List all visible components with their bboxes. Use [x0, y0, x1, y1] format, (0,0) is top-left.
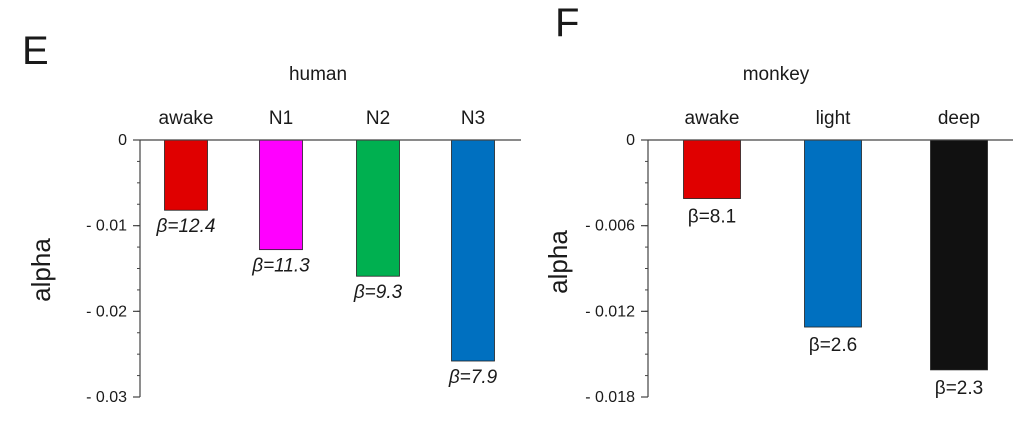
y-tick-label: - 0.006 — [585, 218, 635, 235]
category-label: N3 — [461, 108, 485, 129]
bar-N3 — [451, 139, 495, 362]
category-label: awake — [159, 108, 214, 129]
bar-N2 — [356, 139, 400, 277]
beta-annotation: β=7.9 — [448, 367, 498, 388]
y-tick-label: - 0.03 — [86, 389, 127, 406]
beta-annotation: β=8.1 — [688, 207, 736, 228]
y-axis-label: alpha — [26, 238, 56, 302]
y-tick-label: - 0.01 — [86, 218, 127, 235]
panel-letter: F — [555, 1, 579, 45]
category-label: N1 — [269, 108, 293, 129]
beta-annotation: β=9.3 — [353, 282, 403, 303]
chart-title: human — [289, 64, 347, 85]
y-tick-label: - 0.018 — [585, 389, 635, 406]
y-tick-label: - 0.02 — [86, 303, 127, 320]
bar-N1 — [259, 139, 303, 251]
y-tick-label: 0 — [118, 132, 127, 149]
y-tick-label: 0 — [626, 132, 635, 149]
y-tick-label: - 0.012 — [585, 303, 635, 320]
category-label: deep — [938, 108, 980, 129]
category-label: N2 — [366, 108, 390, 129]
chart-title: monkey — [743, 64, 810, 85]
category-label: light — [816, 108, 852, 129]
bar-deep — [930, 139, 988, 371]
bar-light — [804, 139, 862, 328]
y-axis-label: alpha — [543, 230, 573, 294]
beta-annotation: β=2.3 — [935, 378, 983, 399]
beta-annotation: β=11.3 — [251, 256, 310, 277]
panel-letter: E — [22, 29, 49, 73]
bar-awake — [164, 139, 208, 211]
beta-annotation: β=12.4 — [156, 216, 216, 237]
beta-annotation: β=2.6 — [809, 335, 857, 356]
bar-awake — [683, 139, 741, 199]
category-label: awake — [685, 108, 740, 129]
